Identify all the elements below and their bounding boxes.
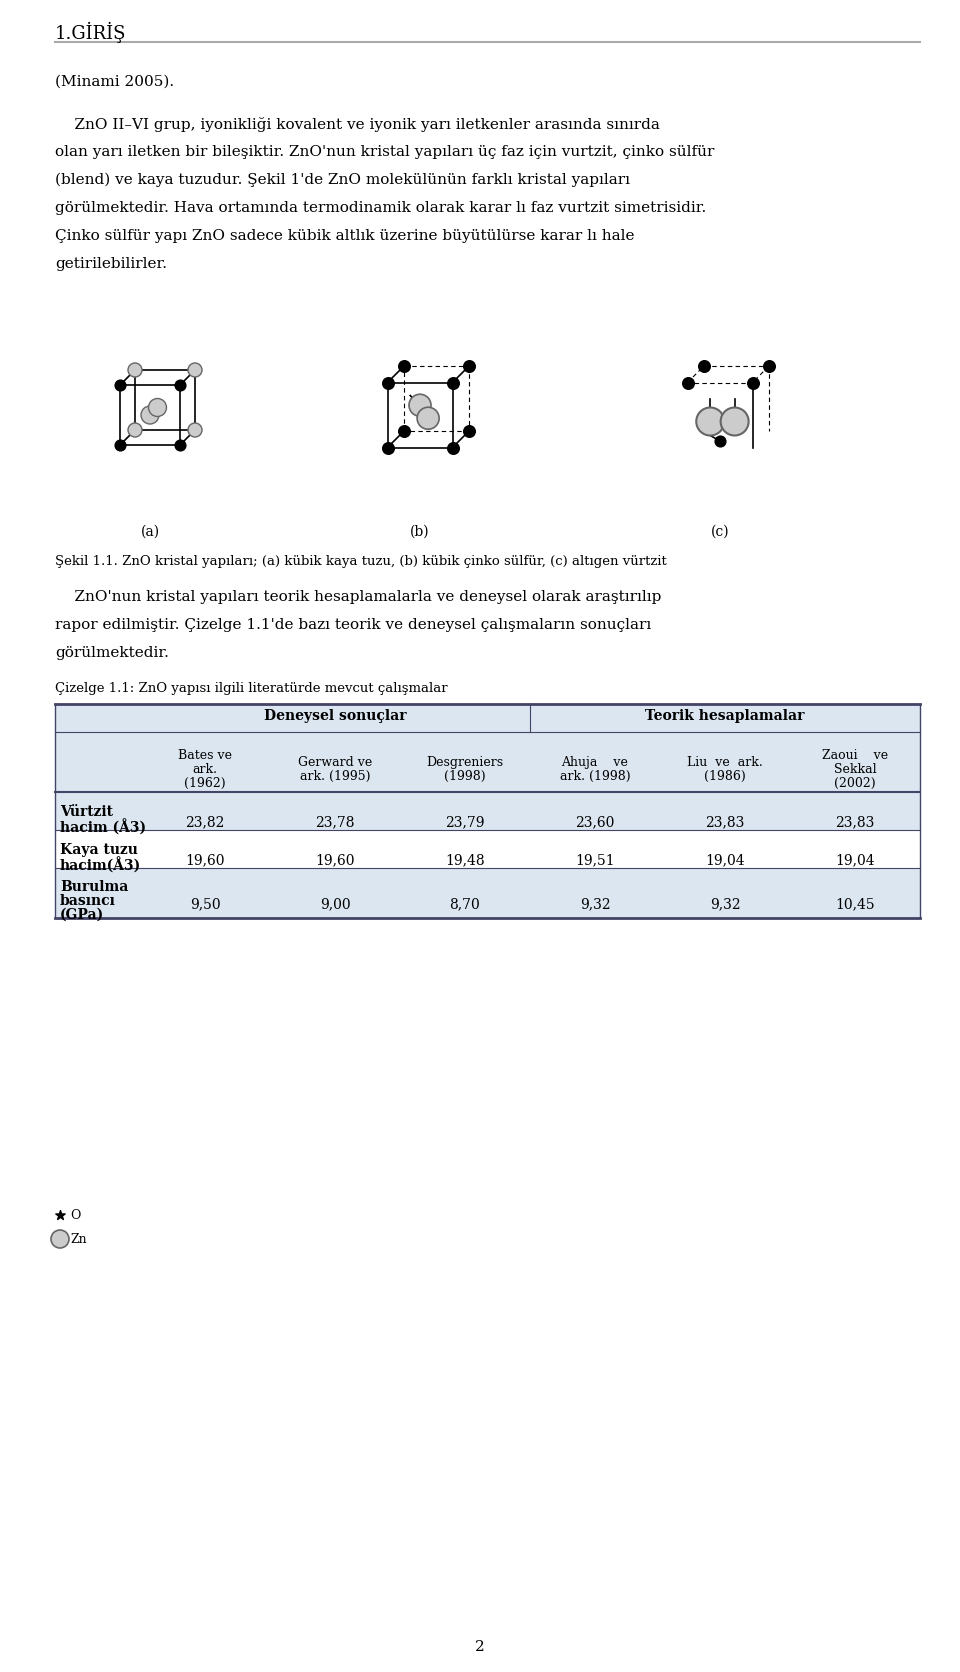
Point [112,431,128,458]
Point [461,418,476,445]
Text: 19,04: 19,04 [835,853,875,868]
Text: Zaoui    ve: Zaoui ve [822,749,888,762]
Point [761,353,777,380]
Text: Çizelge 1.1: ZnO yapısı ilgili literatürde mevcut çalışmalar: Çizelge 1.1: ZnO yapısı ilgili literatür… [55,682,447,696]
Point [696,353,711,380]
Text: 9,32: 9,32 [709,896,740,911]
Text: hacim(Å3): hacim(Å3) [60,858,141,873]
Point [396,418,412,445]
Text: (2002): (2002) [834,777,876,789]
Text: 23,78: 23,78 [315,814,355,829]
Text: 23,79: 23,79 [445,814,485,829]
Circle shape [128,363,142,376]
FancyBboxPatch shape [530,704,920,732]
Text: basıncı: basıncı [60,895,116,908]
Text: 19,60: 19,60 [315,853,355,868]
Point [680,370,695,396]
Text: ark.: ark. [193,762,218,776]
Circle shape [409,395,431,416]
Text: Bates ve: Bates ve [178,749,232,762]
Circle shape [721,408,749,435]
Text: 19,51: 19,51 [575,853,614,868]
Text: Teorik hesaplamalar: Teorik hesaplamalar [645,709,804,722]
Text: Burulma: Burulma [60,879,129,895]
Text: görülmektedir. Hava ortamında termodinamik olarak karar lı faz vurtzit simetrisi: görülmektedir. Hava ortamında termodinam… [55,201,707,216]
Point [380,435,396,461]
Text: O: O [70,1209,81,1222]
Circle shape [696,408,724,435]
Circle shape [141,406,159,425]
FancyBboxPatch shape [55,868,920,918]
Text: (GPa): (GPa) [60,908,105,921]
Text: (1998): (1998) [444,771,486,782]
Point [461,353,476,380]
Text: rapor edilmiştir. Çizelge 1.1'de bazı teorik ve deneysel çalışmaların sonuçları: rapor edilmiştir. Çizelge 1.1'de bazı te… [55,619,651,632]
Text: 1.GİRİŞ: 1.GİRİŞ [55,22,127,43]
Text: 19,48: 19,48 [445,853,485,868]
Text: Vürtzit: Vürtzit [60,804,113,819]
Text: (blend) ve kaya tuzudur. Şekil 1'de ZnO molekülünün farklı kristal yapıları: (blend) ve kaya tuzudur. Şekil 1'de ZnO … [55,172,630,187]
Point [745,370,760,396]
Text: 19,60: 19,60 [185,853,225,868]
Point [112,371,128,398]
FancyBboxPatch shape [55,732,920,793]
Point [380,370,396,396]
Text: (b): (b) [410,525,430,538]
Circle shape [149,398,166,416]
Point [444,435,460,461]
Text: (1986): (1986) [704,771,746,782]
Text: Şekil 1.1. ZnO kristal yapıları; (a) kübik kaya tuzu, (b) kübik çinko sülfür, (c: Şekil 1.1. ZnO kristal yapıları; (a) küb… [55,555,667,568]
FancyBboxPatch shape [55,704,530,732]
Circle shape [51,1231,69,1247]
Text: Deneysel sonuçlar: Deneysel sonuçlar [264,709,406,722]
Text: Zn: Zn [70,1232,86,1246]
Circle shape [418,408,439,430]
Text: getirilebilirler.: getirilebilirler. [55,257,167,271]
Point [712,428,728,455]
Text: hacim (Å3): hacim (Å3) [60,819,146,836]
Text: Kaya tuzu: Kaya tuzu [60,843,138,858]
Point [173,431,188,458]
Text: olan yarı iletken bir bileşiktir. ZnO'nun kristal yapıları üç faz için vurtzit, : olan yarı iletken bir bileşiktir. ZnO'nu… [55,145,714,159]
Text: Ahuja    ve: Ahuja ve [562,756,629,769]
Text: (Minami 2005).: (Minami 2005). [55,75,174,89]
Text: 9,00: 9,00 [320,896,350,911]
Text: ark. (1995): ark. (1995) [300,771,371,782]
Text: 8,70: 8,70 [449,896,480,911]
Point [173,371,188,398]
Circle shape [188,363,202,376]
Text: 23,83: 23,83 [706,814,745,829]
Text: 23,82: 23,82 [185,814,225,829]
Circle shape [128,423,142,436]
Point [52,1202,67,1229]
Point [444,370,460,396]
Circle shape [188,423,202,436]
FancyBboxPatch shape [55,793,920,829]
Text: görülmektedir.: görülmektedir. [55,645,169,660]
Text: ZnO'nun kristal yapıları teorik hesaplamalarla ve deneysel olarak araştırılıp: ZnO'nun kristal yapıları teorik hesaplam… [55,590,661,604]
Text: (c): (c) [710,525,730,538]
Text: 10,45: 10,45 [835,896,875,911]
Text: 2: 2 [475,1640,485,1654]
Text: Sekkal: Sekkal [833,762,876,776]
Text: 23,83: 23,83 [835,814,875,829]
Text: Desgreniers: Desgreniers [426,756,504,769]
Text: (a): (a) [140,525,159,538]
Text: Çinko sülfür yapı ZnO sadece kübik altlık üzerine büyütülürse karar lı hale: Çinko sülfür yapı ZnO sadece kübik altlı… [55,229,635,242]
Text: 19,04: 19,04 [706,853,745,868]
Text: ZnO II–VI grup, iyonikliği kovalent ve iyonik yarı iletkenler arasında sınırda: ZnO II–VI grup, iyonikliği kovalent ve i… [55,117,660,132]
Point [396,353,412,380]
Text: Gerward ve: Gerward ve [298,756,372,769]
Text: ark. (1998): ark. (1998) [560,771,631,782]
Text: 9,50: 9,50 [190,896,220,911]
Text: 9,32: 9,32 [580,896,611,911]
Text: Liu  ve  ark.: Liu ve ark. [687,756,763,769]
Text: (1962): (1962) [184,777,226,789]
Text: 23,60: 23,60 [575,814,614,829]
